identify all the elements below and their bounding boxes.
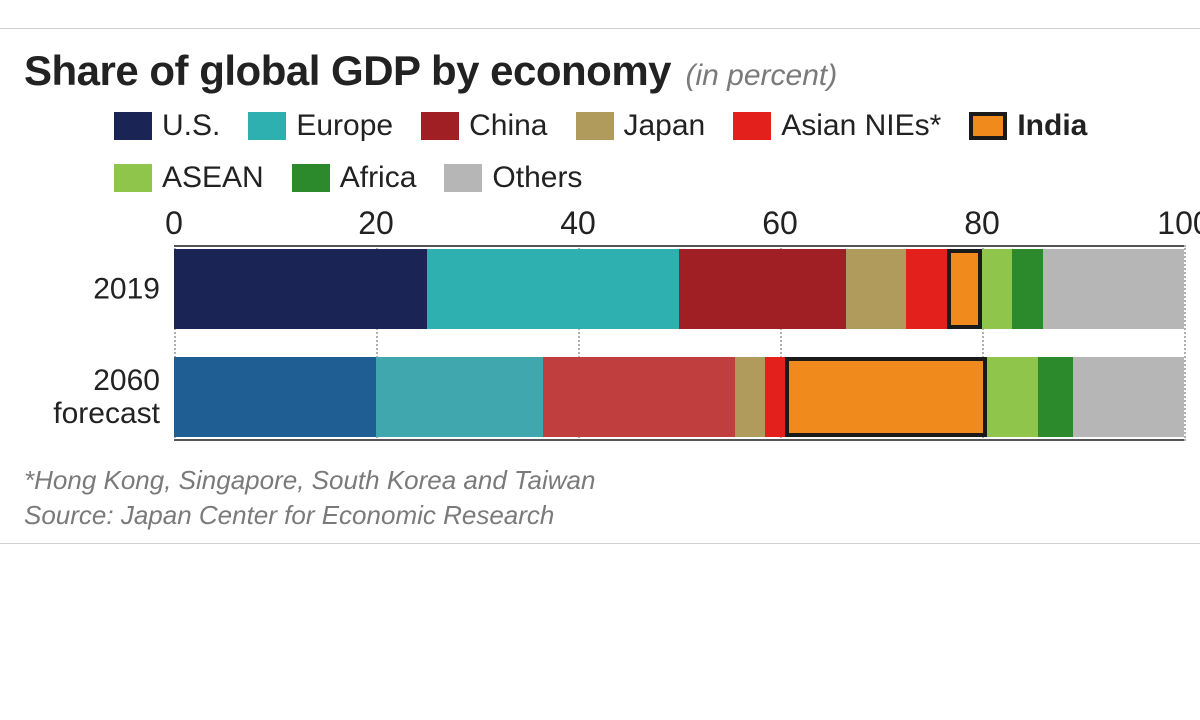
title-sub: (in percent) [686,59,838,92]
legend-label-asean: ASEAN [162,161,264,195]
x-tick-label: 0 [165,205,183,242]
row-label: 2019 [10,273,160,306]
legend-swatch-asean [114,164,152,192]
legend-swatch-india [969,112,1007,140]
segment-china [543,357,735,437]
stacked-bar [174,249,1184,329]
stacked-bar [174,357,1184,437]
segment-asean [982,249,1012,329]
bar-row: 2019 [174,249,1184,329]
x-tick-label: 100 [1157,205,1200,242]
legend-label-japan: Japan [624,109,706,143]
segment-europe [376,357,543,437]
segment-japan [846,249,907,329]
legend-swatch-nies [733,112,771,140]
legend: U.S. Europe China Japan Asian NIEs* India ASEA… [114,109,1174,195]
x-tick-label: 60 [762,205,798,242]
segment-india [947,249,982,329]
legend-item-others: Others [444,161,582,195]
segment-china [679,249,846,329]
legend-label-china: China [469,109,547,143]
footnotes: *Hong Kong, Singapore, South Korea and T… [24,463,1176,533]
footnote-nies: *Hong Kong, Singapore, South Korea and T… [24,463,1176,498]
segment-africa [1038,357,1073,437]
legend-item-japan: Japan [576,109,706,143]
legend-item-europe: Europe [248,109,393,143]
segment-us [174,357,376,437]
legend-label-india: India [1017,109,1087,143]
segment-us [174,249,427,329]
x-tick-label: 80 [964,205,1000,242]
segment-europe [427,249,680,329]
legend-swatch-us [114,112,152,140]
legend-item-china: China [421,109,547,143]
legend-swatch-others [444,164,482,192]
legend-item-africa: Africa [292,161,417,195]
bar-row: 2060 forecast [174,357,1184,437]
legend-item-us: U.S. [114,109,220,143]
axis-line-top [174,245,1184,247]
legend-item-india: India [969,109,1087,143]
segment-others [1073,357,1184,437]
row-label: 2060 forecast [10,364,160,430]
legend-item-asean: ASEAN [114,161,264,195]
x-tick-label: 40 [560,205,596,242]
legend-swatch-africa [292,164,330,192]
top-divider [0,0,1200,29]
segment-nies [765,357,785,437]
legend-swatch-europe [248,112,286,140]
x-axis-labels: 020406080100 [174,205,1184,249]
stacked-bar-chart: 020406080100 20192060 forecast [174,205,1184,437]
legend-label-others: Others [492,161,582,195]
segment-japan [735,357,765,437]
axis-line-bottom [174,439,1184,441]
title-main: Share of global GDP by economy [24,47,671,94]
legend-swatch-china [421,112,459,140]
legend-label-us: U.S. [162,109,220,143]
segment-others [1043,249,1184,329]
footnote-source: Source: Japan Center for Economic Resear… [24,498,1176,533]
legend-label-europe: Europe [296,109,393,143]
x-tick-label: 20 [358,205,394,242]
chart-area: 020406080100 20192060 forecast [24,205,1176,437]
chart-panel: Share of global GDP by economy (in perce… [0,29,1200,543]
gridline [1184,245,1186,441]
legend-label-nies: Asian NIEs* [781,109,941,143]
legend-label-africa: Africa [340,161,417,195]
legend-swatch-japan [576,112,614,140]
chart-title: Share of global GDP by economy (in perce… [24,47,1176,95]
bottom-divider [0,543,1200,544]
segment-asean [987,357,1038,437]
segment-africa [1012,249,1042,329]
plot-area: 2019 2060 forecast [174,249,1184,437]
legend-item-nies: Asian NIEs* [733,109,941,143]
segment-nies [906,249,946,329]
segment-india [785,357,987,437]
